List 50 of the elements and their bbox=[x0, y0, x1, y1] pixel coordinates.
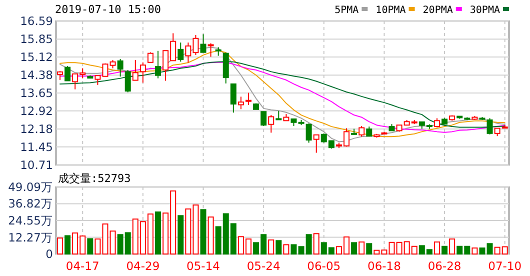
bar bbox=[366, 243, 372, 254]
y-tick-label: 15.12 bbox=[20, 50, 53, 64]
y-tick-label: 11.45 bbox=[20, 140, 53, 154]
bar bbox=[449, 238, 456, 254]
bar bbox=[276, 240, 282, 254]
y-tick-label: 49.09万 bbox=[8, 180, 53, 194]
bar bbox=[434, 241, 440, 254]
x-tick-label: 07-10 bbox=[488, 259, 522, 273]
bar bbox=[110, 230, 116, 254]
x-tick-label: 06-05 bbox=[307, 259, 341, 273]
chart-title: 2019-07-10 15:00 bbox=[55, 3, 161, 16]
bar bbox=[283, 244, 290, 254]
y-tick-label: 12.27万 bbox=[8, 230, 53, 244]
legend-label: 5PMA bbox=[334, 5, 359, 16]
bar bbox=[178, 215, 184, 254]
x-tick-label: 04-17 bbox=[66, 259, 100, 273]
x-tick-label: 06-18 bbox=[368, 259, 401, 273]
bar bbox=[208, 216, 214, 254]
bar bbox=[155, 211, 162, 254]
x-tick-label: 04-29 bbox=[126, 259, 160, 273]
legend-label: 30PMA bbox=[470, 5, 500, 16]
x-tick-label: 05-14 bbox=[186, 259, 220, 273]
bar bbox=[268, 239, 274, 254]
bar bbox=[486, 243, 493, 254]
bar bbox=[442, 246, 448, 254]
y-tick-label: 24.55万 bbox=[8, 213, 53, 228]
x-tick-label: 05-24 bbox=[246, 259, 280, 273]
legend-label: 10PMA bbox=[376, 5, 406, 16]
bar bbox=[313, 233, 320, 254]
bar bbox=[87, 238, 94, 254]
bar bbox=[472, 247, 478, 254]
y-tick-label: 36.82万 bbox=[8, 196, 53, 211]
bar bbox=[200, 209, 206, 254]
bar bbox=[64, 235, 71, 254]
legend-label: 20PMA bbox=[422, 5, 453, 16]
y-tick-label: 15.85 bbox=[20, 32, 53, 46]
y-tick-label: 16.59 bbox=[20, 14, 53, 28]
y-tick-label: 14.38 bbox=[20, 68, 53, 82]
y-tick-label: 10.71 bbox=[20, 158, 53, 172]
y-tick-label: 0 bbox=[46, 247, 53, 261]
bar bbox=[358, 241, 365, 254]
y-tick-label: 13.65 bbox=[20, 86, 53, 100]
bar bbox=[479, 247, 486, 254]
chart-title: 成交量:52793 bbox=[58, 172, 131, 185]
y-tick-label: 12.18 bbox=[20, 122, 53, 136]
bar bbox=[56, 238, 63, 254]
x-tick-label: 06-28 bbox=[428, 259, 462, 273]
bar bbox=[351, 242, 358, 254]
bar bbox=[290, 244, 297, 254]
y-tick-label: 12.92 bbox=[20, 104, 53, 118]
